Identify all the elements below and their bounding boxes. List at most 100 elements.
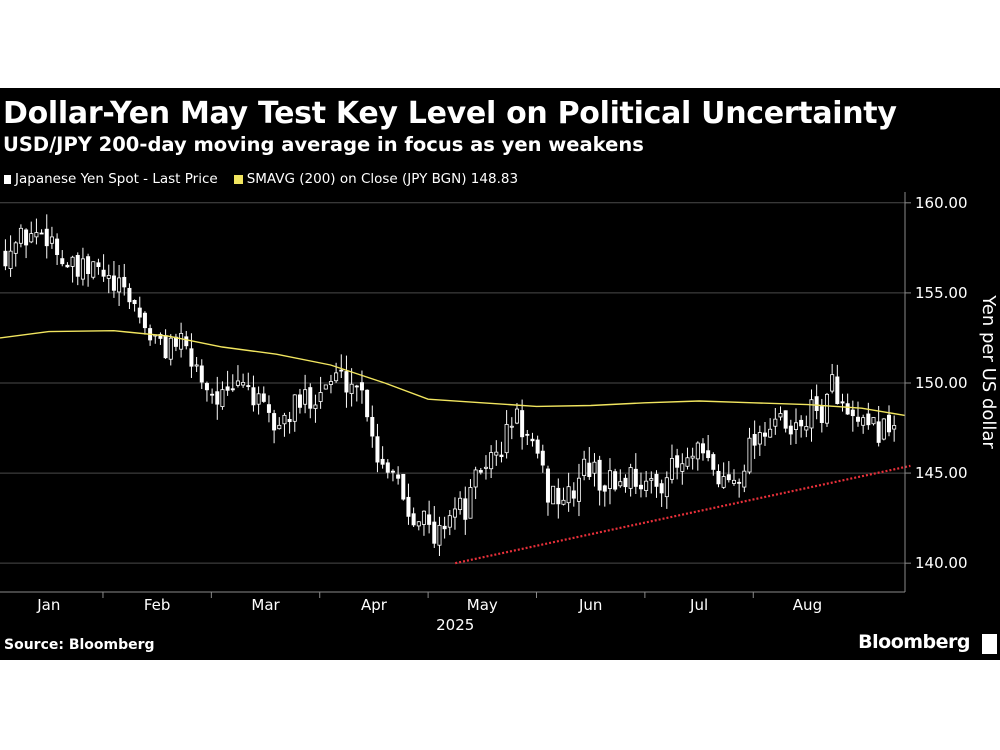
candle-body (892, 425, 897, 430)
candle-body (618, 481, 623, 487)
candle-body (370, 416, 375, 437)
candle-body (29, 233, 34, 243)
candle-body (80, 258, 85, 280)
candle-body (339, 369, 344, 372)
candle-body (256, 393, 261, 405)
candle-body (489, 452, 494, 470)
candle-body (437, 524, 442, 546)
candle-body (385, 462, 390, 473)
chart-title: Dollar-Yen May Test Key Level on Politic… (3, 96, 897, 131)
candle-body (365, 389, 370, 418)
candle-body (576, 477, 581, 502)
candle-body (881, 418, 886, 440)
x-tick-label: Jul (689, 596, 708, 614)
candle-body (189, 348, 194, 367)
candle-body (494, 451, 499, 456)
candle-body (194, 364, 199, 367)
candle-body (375, 436, 380, 463)
candle-body (220, 389, 225, 407)
candle-body (819, 406, 824, 423)
candle-body (571, 490, 576, 499)
trend-line (454, 464, 911, 565)
candle-body (215, 391, 220, 405)
candle-body (91, 261, 96, 278)
candle-body (266, 404, 271, 413)
candle-body (556, 487, 561, 505)
candle-body (287, 419, 292, 423)
candle-body (292, 394, 297, 422)
candle-body (587, 462, 592, 478)
candle-body (390, 470, 395, 473)
candle-body (452, 508, 457, 518)
x-tick-label: Jun (578, 596, 602, 614)
candle-body (731, 479, 736, 484)
candle-body (458, 497, 463, 510)
candle-body (654, 473, 659, 487)
candle-body (210, 393, 215, 396)
candle-body (706, 450, 711, 459)
candle-body (18, 227, 23, 244)
candle-body (866, 413, 871, 426)
candle-body (204, 382, 209, 391)
candle-body (303, 389, 308, 405)
source-note: Source: Bloomberg (4, 637, 155, 653)
candle-body (308, 387, 313, 409)
candle-body (886, 414, 891, 433)
candle-body (545, 468, 550, 503)
candle-body (463, 498, 468, 520)
candle-body (530, 438, 535, 442)
candle-body (241, 382, 246, 386)
candle-body (840, 401, 845, 404)
candle-body (721, 476, 726, 488)
candle-body (282, 414, 287, 425)
candle-body (318, 392, 323, 402)
candle-body (551, 485, 556, 505)
year-label: 2025 (436, 616, 474, 634)
candle-body (644, 480, 649, 491)
chart-panel (0, 88, 1000, 660)
candle-body (700, 443, 705, 454)
legend-sma-label: SMAVG (200) on Close (JPY BGN) 148.83 (246, 171, 519, 187)
x-tick-label: Apr (361, 596, 388, 614)
candle-body (757, 432, 762, 445)
candle-body (468, 487, 473, 519)
candle-body (39, 232, 44, 235)
legend: Japanese Yen Spot - Last Price SMAVG (20… (4, 171, 518, 187)
candle-body (111, 275, 116, 291)
candle-body (861, 417, 866, 426)
candle-body (685, 457, 690, 467)
candle-body (520, 410, 525, 438)
candle-body (793, 422, 798, 430)
candle-body (65, 264, 70, 268)
candle-body (44, 228, 49, 247)
candle-body (328, 381, 333, 385)
candle-body (163, 335, 168, 359)
candle-body (535, 439, 540, 454)
candle-body (830, 374, 835, 392)
candle-body (127, 287, 132, 303)
candle-body (344, 371, 349, 393)
candle-body (845, 403, 850, 415)
legend-candles-label: Japanese Yen Spot - Last Price (15, 171, 218, 187)
candle-body (711, 454, 716, 470)
candle-body (592, 461, 597, 474)
candle-body (132, 300, 137, 305)
candle-body (778, 413, 783, 418)
x-tick-label: Aug (793, 596, 822, 614)
candle-body (716, 470, 721, 485)
y-tick-label: 160.00 (915, 194, 968, 212)
candle-body (850, 409, 855, 417)
candle-body (633, 468, 638, 487)
candle-body (597, 459, 602, 491)
candle-body (607, 470, 612, 489)
candle-body (566, 486, 571, 504)
candle-body (235, 380, 240, 386)
candle-body (230, 388, 235, 391)
candle-body (499, 454, 504, 458)
candle-body (726, 474, 731, 481)
candle-body (504, 424, 509, 454)
candle-body (101, 269, 106, 277)
candle-body (876, 421, 881, 443)
candle-body (359, 382, 364, 391)
candle-body (773, 418, 778, 427)
